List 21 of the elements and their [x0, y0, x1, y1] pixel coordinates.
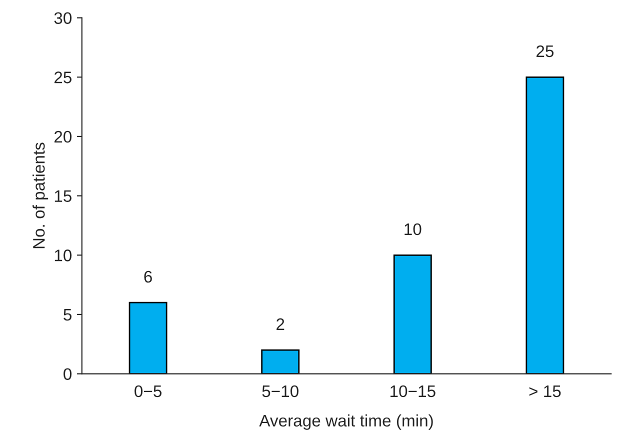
bar [261, 349, 300, 374]
y-tick-label: 20 [54, 130, 72, 143]
y-tick-label: 10 [54, 250, 72, 262]
y-tick-label: 5 [64, 309, 72, 321]
y-tick-label: 25 [54, 72, 72, 84]
bar [128, 302, 168, 374]
data-label: 10 [404, 223, 422, 236]
y-axis-title: No. of patients [32, 142, 48, 248]
bar [526, 76, 564, 374]
y-tick-label: 0 [64, 368, 72, 380]
data-label: 25 [536, 45, 554, 58]
x-tick-label: 0−5 [134, 385, 162, 398]
y-tick-label: 30 [54, 12, 72, 24]
x-tick-label: > 15 [529, 386, 561, 398]
x-axis-title: Average wait time (min) [259, 414, 433, 430]
y-tick-label: 15 [54, 190, 72, 202]
x-tick-label: 10−15 [390, 385, 436, 398]
bar [393, 254, 432, 374]
data-label: 2 [276, 318, 284, 330]
data-label: 6 [144, 270, 152, 283]
x-tick-label: 5−10 [262, 385, 298, 398]
